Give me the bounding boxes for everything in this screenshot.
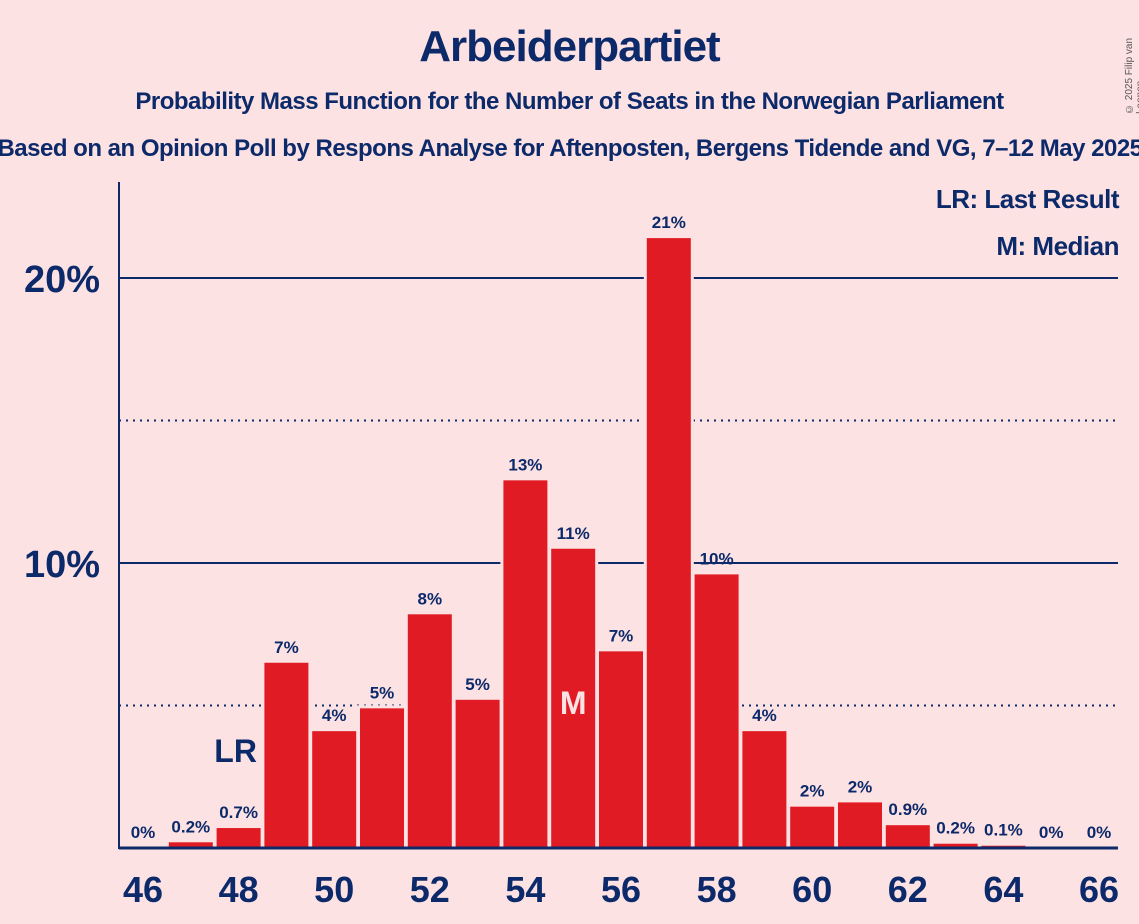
bar-value-label: 0% [1039,823,1064,842]
bar-seat-62 [885,825,930,848]
bar-seat-56 [599,651,643,848]
median-marker: M [560,685,587,721]
legend-median: M: Median [996,231,1119,261]
bar-gap [978,842,1029,848]
chart-subtitle: Probability Mass Function for the Number… [135,88,1004,115]
bar-value-label: 7% [274,638,299,657]
x-tick-label: 48 [219,869,259,910]
bar-value-label: 5% [465,675,490,694]
bar-value-label: 2% [800,782,825,801]
bar-seat-49 [264,662,309,848]
bar-value-label: 0% [131,823,156,842]
bar-value-label: 13% [508,455,542,474]
bar-value-label: 0.7% [219,803,258,822]
bar-seat-61 [838,802,882,848]
bar-seat-51 [360,708,404,848]
x-tick-label: 64 [983,869,1023,910]
y-tick-label: 10% [24,544,100,586]
bar-seat-47 [168,842,213,848]
x-tick-label: 50 [314,869,354,910]
x-tick-label: 60 [792,869,832,910]
bar-seat-59 [742,731,787,848]
y-tick-label: 20% [24,259,100,301]
x-tick-label: 46 [123,869,163,910]
bar-value-label: 0.9% [888,800,927,819]
bar-value-label: 0.1% [984,821,1023,840]
x-tick-label: 66 [1079,869,1119,910]
last-result-marker: LR [214,733,257,769]
bar-value-label: 4% [752,706,777,725]
x-tick-label: 52 [410,869,450,910]
bar-seat-52 [407,614,452,848]
x-tick-label: 58 [697,869,737,910]
bar-value-label: 0% [1087,823,1112,842]
bar-seat-58 [694,574,739,848]
x-tick-label: 56 [601,869,641,910]
bar-value-label: 10% [700,549,734,568]
bar-value-label: 0.2% [936,819,975,838]
bar-seat-63 [933,843,978,848]
x-tick-label: 62 [888,869,928,910]
bar-seat-48 [216,828,261,848]
bar-value-label: 0.2% [171,817,210,836]
x-tick-label: 54 [505,869,545,910]
bar-value-label: 8% [418,589,443,608]
bar-value-label: 11% [557,524,590,543]
bar-value-label: 4% [322,706,347,725]
bar-seat-50 [312,731,357,848]
bar-value-label: 2% [848,777,873,796]
bar-seat-53 [455,699,500,848]
bar-seat-57 [646,238,691,849]
bar-value-label: 21% [652,213,686,232]
chart-title: Arbeiderpartiet [419,22,720,71]
bar-seat-54 [503,480,548,848]
bar-value-label: 7% [609,626,634,645]
bar-value-label: 5% [370,683,395,702]
chart-source: Based on an Opinion Poll by Respons Anal… [0,135,1139,162]
bar-seat-55 [551,548,596,848]
bar-seat-60 [790,806,835,848]
legend-last-result: LR: Last Result [935,184,1120,214]
